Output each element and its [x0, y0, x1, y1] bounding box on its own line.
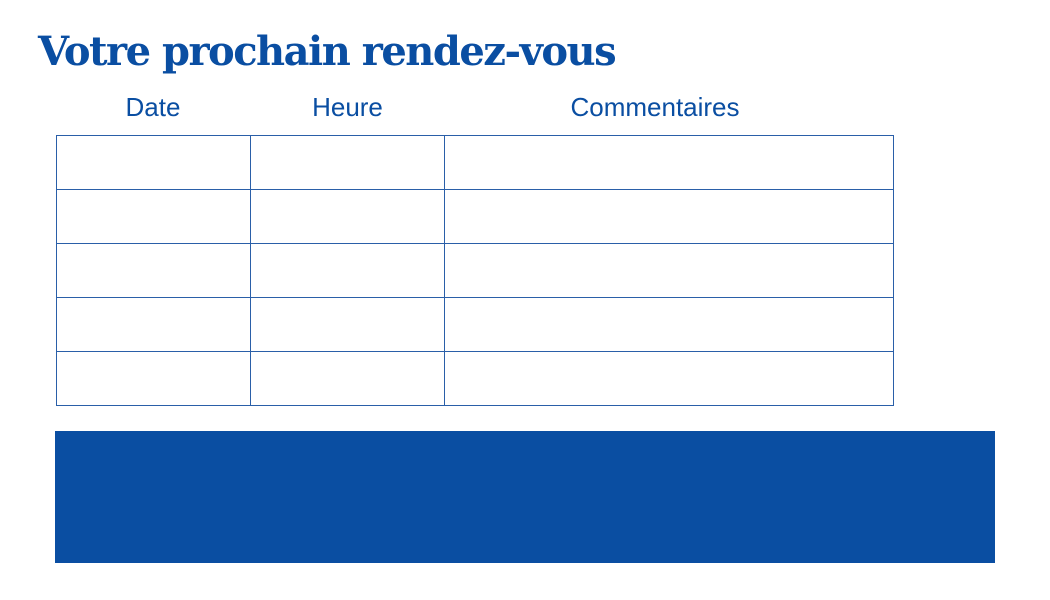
table-row: [56, 243, 894, 298]
cell-heure[interactable]: [250, 351, 445, 406]
cell-date[interactable]: [56, 135, 251, 190]
column-header-heure: Heure: [312, 92, 383, 122]
cell-date[interactable]: [56, 351, 251, 406]
cell-commentaires[interactable]: [444, 135, 894, 190]
page-title: Votre prochain rendez-vous: [38, 28, 617, 75]
cell-heure[interactable]: [250, 297, 445, 352]
appointment-table: [56, 135, 894, 406]
cell-date[interactable]: [56, 243, 251, 298]
cell-commentaires[interactable]: [444, 297, 894, 352]
table-row: [56, 189, 894, 244]
cell-date[interactable]: [56, 297, 251, 352]
cell-heure[interactable]: [250, 189, 445, 244]
cell-heure[interactable]: [250, 243, 445, 298]
table-row: [56, 297, 894, 352]
table-row: [56, 351, 894, 406]
footer-band: [55, 431, 995, 563]
cell-date[interactable]: [56, 189, 251, 244]
cell-heure[interactable]: [250, 135, 445, 190]
column-header-commentaires: Commentaires: [570, 92, 740, 122]
cell-commentaires[interactable]: [444, 189, 894, 244]
cell-commentaires[interactable]: [444, 243, 894, 298]
table-row: [56, 135, 894, 190]
cell-commentaires[interactable]: [444, 351, 894, 406]
column-header-date: Date: [125, 92, 181, 122]
